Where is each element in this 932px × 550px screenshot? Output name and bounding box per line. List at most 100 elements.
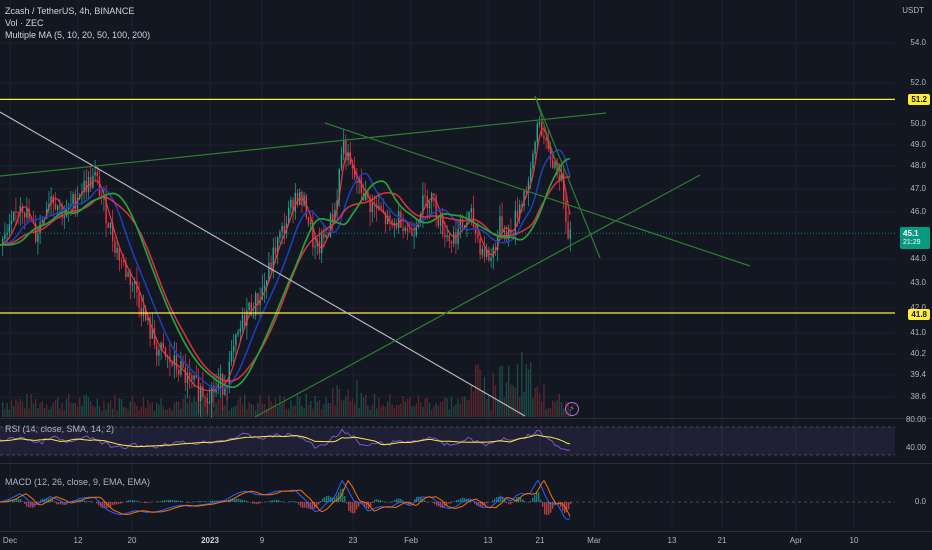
volume-bar — [314, 396, 316, 417]
lightning-icon[interactable]: ⚡ — [565, 402, 579, 416]
candle-body — [145, 308, 147, 321]
candle-body — [283, 225, 285, 234]
volume-bar — [336, 385, 338, 417]
macd-histogram-bar — [494, 498, 496, 502]
volume-bar — [235, 405, 237, 417]
candle-body — [558, 175, 560, 182]
pane-divider[interactable] — [0, 418, 932, 419]
candle-body — [505, 230, 508, 240]
macd-histogram-bar — [434, 502, 436, 505]
macd-histogram-bar — [562, 502, 564, 511]
symbol-legend[interactable]: Zcash / TetherUS, 4h, BINANCE — [5, 6, 134, 17]
volume-bar — [230, 407, 233, 417]
macd-histogram-bar — [402, 500, 404, 502]
candle-body — [281, 225, 283, 232]
volume-bar — [503, 397, 505, 417]
macd-histogram-bar — [454, 500, 456, 502]
candle-body — [129, 272, 131, 286]
time-tick-label: Dec — [2, 536, 18, 545]
candle-body — [494, 247, 497, 250]
macd-histogram-bar — [42, 498, 44, 502]
macd-histogram-bar — [332, 497, 334, 502]
volume-bar — [347, 389, 349, 417]
candle-body — [499, 216, 501, 236]
macd-legend[interactable]: MACD (12, 26, close, 9, EMA, EMA) — [5, 477, 150, 488]
volume-bar — [437, 405, 439, 417]
volume-bar — [32, 403, 35, 417]
macd-histogram-bar — [568, 502, 570, 510]
volume-bar — [2, 402, 4, 417]
candle-body — [468, 212, 470, 223]
time-tick-label: 2023 — [201, 536, 219, 545]
macd-histogram-bar — [504, 499, 506, 502]
pane-divider[interactable] — [0, 463, 932, 464]
candle-body — [57, 206, 59, 210]
macd-histogram-bar — [484, 502, 486, 505]
price-tick-label: 38.6 — [910, 392, 926, 401]
macd-histogram-bar — [322, 498, 324, 502]
ma-legend[interactable]: Multiple MA (5, 10, 20, 50, 100, 200) — [5, 30, 150, 41]
macd-histogram-bar — [316, 502, 318, 508]
macd-histogram-bar — [232, 498, 234, 502]
trendline-drawings[interactable] — [0, 95, 895, 418]
candle-body — [248, 302, 250, 310]
candle-body — [255, 293, 257, 316]
volume-bar — [50, 406, 52, 417]
rsi-legend[interactable]: RSI (14, close, SMA, 14, 2) — [5, 424, 114, 435]
volume-bar — [294, 405, 296, 417]
candle-body — [54, 203, 57, 210]
volume-bar — [310, 400, 312, 417]
price-tick-label: 43.0 — [910, 278, 926, 287]
macd-histogram-bar — [482, 502, 484, 507]
candle-body — [160, 342, 162, 350]
volume-bar — [105, 409, 107, 417]
volume-bar — [406, 398, 409, 417]
volume-bar — [87, 397, 90, 417]
volume-bar — [140, 406, 142, 417]
candle-body — [307, 217, 310, 225]
candle-body — [17, 212, 19, 214]
candle-body — [50, 196, 52, 205]
volume-bar — [120, 399, 123, 417]
macd-histogram-bar — [430, 501, 432, 502]
macd-histogram-bar — [530, 501, 532, 502]
candle-body — [389, 215, 391, 221]
volume-bar — [409, 397, 411, 417]
candle-body — [206, 398, 208, 404]
volume-bar — [362, 397, 365, 417]
volume-bar — [193, 396, 195, 417]
last-price-badge: 45.1 21:29 — [900, 227, 930, 249]
candle-body — [479, 238, 481, 255]
macd-histogram-bar — [508, 502, 510, 505]
macd-histogram-bar — [338, 492, 340, 502]
volume-bar — [435, 402, 437, 417]
macd-histogram-bar — [420, 497, 422, 502]
candle-body — [563, 173, 565, 201]
volume-legend[interactable]: Vol · ZEC — [5, 18, 44, 29]
candle-body — [492, 247, 494, 258]
volume-bar — [72, 403, 74, 417]
candle-body — [189, 372, 191, 376]
candle-body — [175, 355, 178, 370]
candle-body — [290, 199, 292, 208]
candle-body — [488, 249, 490, 261]
macd-histogram-bar — [172, 500, 174, 502]
downtrend-line — [0, 111, 526, 417]
candle-body — [151, 327, 153, 339]
macd-histogram-bar — [342, 488, 344, 502]
volume-bar — [202, 393, 204, 417]
candle-body — [431, 193, 433, 202]
macd-histogram-bar — [98, 502, 100, 506]
upper-trendline — [0, 112, 607, 177]
macd-histogram-bar — [252, 502, 254, 504]
volume-bar — [541, 401, 543, 417]
candle-body — [59, 204, 61, 207]
volume-bar — [57, 397, 59, 417]
candle-body — [15, 211, 17, 213]
macd-histogram-bar — [122, 502, 124, 503]
candle-body — [10, 220, 13, 225]
currency-label[interactable]: USDT — [902, 6, 924, 15]
macd-histogram-bar — [520, 498, 522, 502]
macd-histogram-bar — [510, 502, 512, 505]
